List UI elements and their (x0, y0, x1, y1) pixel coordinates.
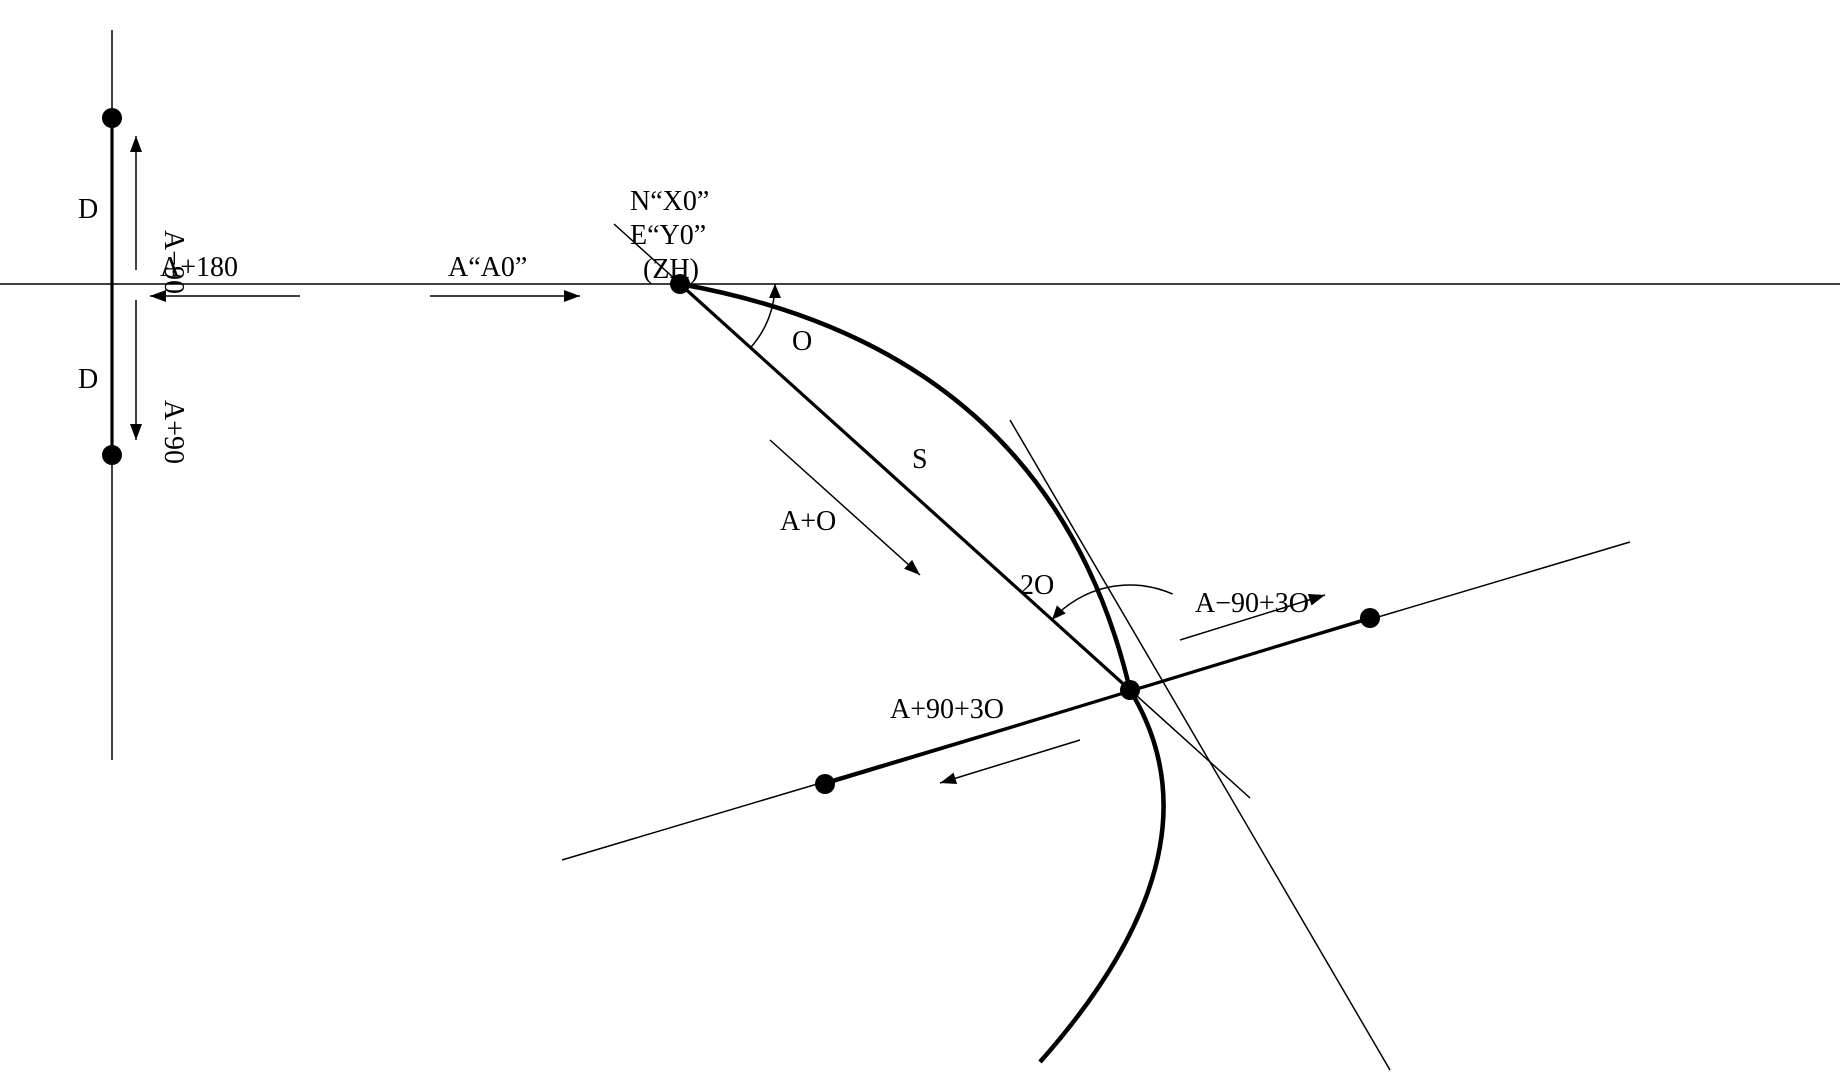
label-O: O (792, 326, 812, 357)
label-D_bot: D (78, 364, 98, 395)
label-two_O: 2O (1020, 570, 1054, 601)
label-e_y0: E“Y0” (630, 220, 706, 251)
label-a_a0: A“A0” (448, 252, 527, 283)
label-S: S (912, 444, 928, 475)
label-zh: (ZH) (643, 254, 699, 285)
circular-arc (1040, 690, 1164, 1062)
label-D_top: D (78, 194, 98, 225)
label-a_p90_3o: A+90+3O (890, 694, 1004, 725)
tangent-at-hy (1010, 420, 1390, 1070)
label-a_m90_rot: A−90 (158, 230, 189, 294)
label-a_m90_3o: A−90+3O (1195, 588, 1309, 619)
label-n_x0: N“X0” (630, 186, 709, 217)
label-a_p90_rot: A+90 (158, 400, 189, 464)
label-a_plus_o: A+O (780, 506, 836, 537)
